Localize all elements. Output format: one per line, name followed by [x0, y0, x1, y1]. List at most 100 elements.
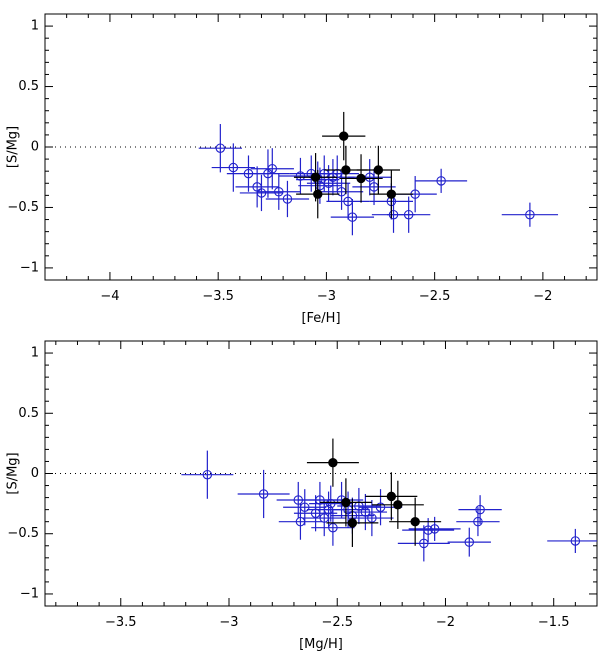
filled-marker	[339, 131, 349, 141]
open-data-point	[326, 183, 370, 220]
open-data-point	[211, 143, 255, 192]
filled-data-point	[365, 472, 418, 521]
open-marker	[282, 194, 293, 204]
open-data-point	[547, 528, 597, 553]
filled-marker	[313, 189, 323, 199]
y-tick-label: −0.5	[7, 526, 39, 541]
open-data-point	[283, 489, 327, 526]
open-marker	[436, 176, 446, 186]
y-axis-label: [S/Mg]	[6, 126, 21, 168]
open-marker	[215, 143, 226, 153]
open-marker	[328, 522, 338, 533]
open-marker	[403, 209, 414, 220]
open-data-point	[330, 198, 375, 236]
x-tick-label: −2.5	[321, 615, 353, 630]
y-tick-label: −1	[20, 260, 39, 275]
open-marker	[228, 162, 239, 173]
open-data-point	[456, 507, 500, 537]
open-data-point	[501, 202, 559, 227]
y-tick-label: 0.5	[18, 79, 39, 94]
y-axis-label: [S/Mg]	[6, 452, 21, 494]
open-marker	[274, 186, 284, 197]
filled-data-point	[356, 145, 401, 195]
open-data-point	[415, 168, 468, 193]
filled-marker	[410, 516, 420, 527]
open-data-point	[181, 450, 234, 499]
open-marker	[475, 504, 485, 515]
open-data-point	[343, 493, 388, 531]
open-marker	[525, 209, 535, 220]
open-marker	[375, 502, 386, 512]
y-tick-label: −1	[20, 586, 39, 601]
y-tick-label: −0.5	[7, 200, 39, 215]
tick-marks	[45, 13, 597, 281]
x-tick-label: −3.5	[202, 289, 234, 304]
data-points	[181, 438, 597, 562]
open-data-point	[257, 173, 301, 210]
open-data-point	[250, 148, 294, 190]
filled-marker	[347, 518, 358, 528]
filled-data-point	[306, 438, 359, 487]
y-tick-labels: −1 −0.5 0 0.5 1	[7, 346, 39, 602]
open-marker	[258, 489, 269, 499]
x-tick-label: −2.5	[419, 289, 451, 304]
open-marker	[202, 469, 213, 480]
x-tick-label: −2	[533, 289, 552, 304]
filled-data-point	[319, 478, 372, 527]
open-marker	[300, 502, 310, 512]
filled-marker	[341, 497, 351, 508]
open-marker	[367, 513, 377, 523]
y-tick-label: 0	[31, 466, 39, 481]
tick-marks	[45, 340, 598, 607]
data-points	[198, 111, 559, 236]
open-data-point	[352, 168, 396, 206]
open-marker	[256, 188, 267, 198]
x-axis-label: [Fe/H]	[301, 311, 340, 326]
open-marker	[570, 536, 581, 546]
filled-data-point	[339, 154, 383, 203]
filled-marker	[386, 491, 397, 502]
panel-bottom: −3.5 −3 −2.5 −2 −1.5 −1 −0.5 0 0.5 1 [Mg/H] [S/M…	[6, 340, 598, 652]
x-tick-label: −2	[436, 615, 455, 630]
open-marker	[347, 212, 358, 222]
filled-marker	[386, 189, 397, 199]
open-marker	[473, 516, 483, 527]
filled-data-point	[322, 111, 366, 161]
open-data-point	[315, 155, 359, 192]
open-marker	[464, 537, 475, 547]
x-tick-label: −4	[100, 289, 119, 304]
filled-marker	[356, 173, 366, 184]
open-data-point	[278, 503, 323, 540]
open-marker	[419, 538, 429, 549]
filled-marker	[341, 165, 351, 175]
x-tick-label: −1.5	[538, 615, 570, 630]
open-data-point	[348, 159, 392, 196]
filled-marker	[373, 165, 384, 175]
filled-data-point	[326, 498, 379, 547]
x-tick-labels: −4 −3.5 −3 −2.5 −2	[100, 289, 552, 304]
open-data-point	[408, 516, 461, 541]
filled-data-point	[296, 169, 340, 219]
open-marker	[267, 164, 278, 174]
panel-top: −4 −3.5 −3 −2.5 −2 −1 −0.5 0 0.5 1 [Fe/H] [S/Mg]	[6, 13, 598, 326]
y-tick-label: 1	[31, 19, 39, 34]
open-marker	[423, 525, 433, 535]
open-data-point	[458, 495, 502, 525]
filled-marker	[328, 457, 338, 468]
filled-data-point	[389, 497, 442, 546]
open-data-point	[239, 174, 284, 212]
open-data-point	[237, 469, 290, 519]
x-axis-label: [Mg/H]	[299, 637, 343, 652]
x-tick-labels: −3.5 −3 −2.5 −2 −1.5	[105, 615, 570, 630]
x-tick-label: −3	[317, 289, 336, 304]
open-data-point	[198, 124, 242, 173]
y-tick-label: 0.5	[18, 406, 39, 421]
x-tick-label: −3.5	[105, 615, 137, 630]
open-data-point	[387, 196, 431, 233]
open-data-point	[447, 527, 491, 557]
filled-marker	[310, 172, 321, 182]
open-data-point	[350, 500, 394, 537]
x-tick-label: −3	[219, 615, 238, 630]
y-tick-label: 0	[31, 140, 39, 155]
